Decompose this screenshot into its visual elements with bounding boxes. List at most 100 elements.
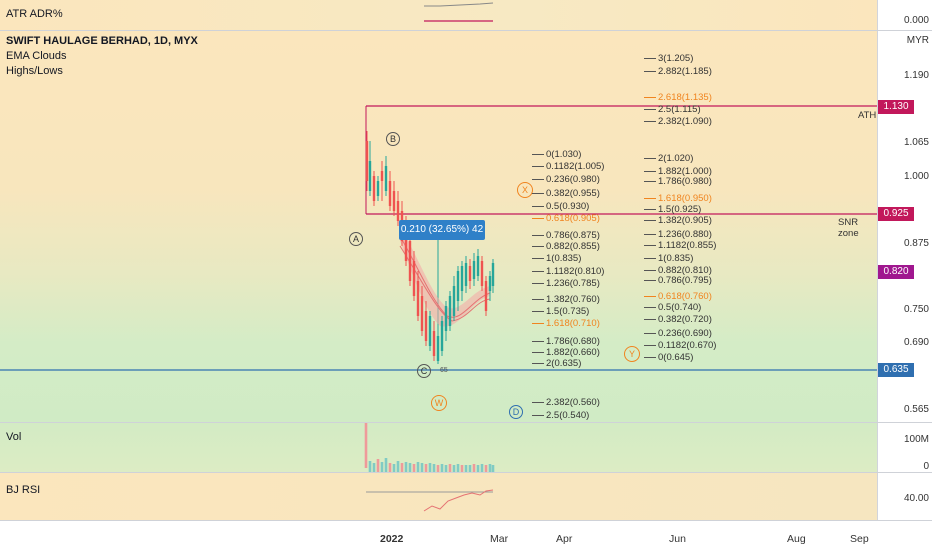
volume-pane[interactable]: Vol: [0, 423, 877, 472]
candle-body: [460, 266, 464, 291]
volume-bar: [404, 462, 408, 472]
snr-price-tag: 0.925: [878, 207, 914, 221]
wave-label-b[interactable]: B: [386, 132, 400, 146]
price-tick: 0.690: [903, 337, 929, 348]
wave-label-a[interactable]: A: [349, 232, 363, 246]
time-label: Sep: [850, 533, 869, 545]
atr-value: 0.000: [903, 15, 929, 26]
fib-level-label: 1.1182(0.855): [644, 240, 716, 251]
fib-level-label: 0.786(0.875): [532, 230, 600, 241]
rsi-label[interactable]: BJ RSI: [6, 484, 41, 496]
fib-level-label: 0.1182(1.005): [532, 161, 604, 172]
volume-bar: [424, 464, 428, 472]
candle-body: [424, 311, 428, 341]
candle-body: [420, 296, 424, 331]
candle-body: [488, 276, 492, 291]
price-plot[interactable]: [0, 31, 877, 422]
candle-body: [448, 296, 452, 326]
price-tick: 0.565: [903, 404, 929, 415]
symbol-title[interactable]: SWIFT HAULAGE BERHAD, 1D, MYX: [6, 35, 198, 47]
fib-level-label: 0.382(0.720): [644, 314, 712, 325]
fib-level-label: 0.786(0.795): [644, 275, 712, 286]
volume-bar: [456, 464, 460, 472]
candle-body: [444, 306, 448, 331]
ath-price-tag: 1.130: [878, 100, 914, 114]
volume-bar: [464, 465, 468, 472]
volume-axis: 100M 0: [877, 423, 932, 472]
volume-bar: [416, 462, 420, 472]
volume-bar: [488, 464, 492, 472]
fib-level-label: 0(0.645): [644, 352, 693, 363]
candle-body: [468, 266, 472, 281]
volume-bar: [436, 465, 440, 472]
fib-level-label: 1.882(1.000): [644, 166, 712, 177]
fib-level-label: 1.5(0.735): [532, 306, 589, 317]
candle-body: [404, 226, 408, 261]
pane-separator[interactable]: [0, 422, 932, 423]
last-price-tag: 0.820: [878, 265, 914, 279]
fib-level-label: 0.882(0.855): [532, 241, 600, 252]
time-label: Jun: [669, 533, 686, 545]
volume-label[interactable]: Vol: [6, 431, 22, 443]
fib-level-label: 1.786(0.980): [644, 176, 712, 187]
time-label: Aug: [787, 533, 806, 545]
measure-tooltip[interactable]: 0.210 (32.65%) 42: [399, 220, 485, 240]
candle-body: [392, 191, 396, 211]
time-axis[interactable]: [0, 521, 932, 550]
wave-label-c[interactable]: C: [417, 364, 431, 378]
fib-level-label: 2.882(1.185): [644, 66, 712, 77]
volume-bar: [388, 463, 392, 472]
fib-level-label: 1(0.835): [644, 253, 693, 264]
fib-level-label: 0(1.030): [532, 149, 581, 160]
candle-body: [396, 201, 400, 221]
volume-bar: [392, 464, 396, 472]
wave-label-d[interactable]: D: [509, 405, 523, 419]
volume-bar: [400, 463, 404, 472]
fib-level-label: 0.5(0.930): [532, 201, 589, 212]
volume-bar: [376, 459, 380, 472]
fib-level-label: 2.5(1.115): [644, 104, 701, 115]
fib-level-label: 0.236(0.690): [644, 328, 712, 339]
fib-level-label: 0.236(0.980): [532, 174, 600, 185]
volume-bar: [432, 464, 436, 472]
wave-label-x[interactable]: X: [517, 182, 533, 198]
volume-bar: [452, 465, 456, 472]
fib-level-label: 1.382(0.760): [532, 294, 600, 305]
volume-bar: [372, 463, 376, 472]
ema-clouds-label[interactable]: EMA Clouds: [6, 50, 67, 62]
highs-lows-label[interactable]: Highs/Lows: [6, 65, 63, 77]
fib-level-label: 1.382(0.905): [644, 215, 712, 226]
volume-bar: [368, 461, 372, 472]
volume-bar: [491, 465, 495, 472]
pane-separator[interactable]: [0, 472, 932, 473]
volume-tick: 0: [923, 461, 929, 472]
price-tick: 1.190: [903, 70, 929, 81]
fib-level-label: 2.382(1.090): [644, 116, 712, 127]
atr-pane[interactable]: ATR ADR%: [0, 0, 877, 30]
candle-body: [372, 176, 376, 201]
candle-body: [484, 281, 488, 311]
volume-bar: [412, 464, 416, 472]
main-chart-pane[interactable]: SWIFT HAULAGE BERHAD, 1D, MYX EMA Clouds…: [0, 31, 877, 422]
atr-label[interactable]: ATR ADR%: [6, 8, 63, 20]
volume-bar: [408, 463, 412, 472]
volume-bar: [384, 458, 388, 472]
pane-separator[interactable]: [0, 30, 932, 31]
volume-bar: [364, 423, 368, 468]
candle-body: [416, 281, 420, 316]
candle-body: [408, 241, 412, 281]
candle-body: [376, 181, 380, 196]
volume-bar: [460, 465, 464, 472]
fib-level-label: 2(0.635): [532, 358, 581, 369]
fib-level-label: 0.382(0.955): [532, 188, 600, 199]
wave-label-w[interactable]: W: [431, 395, 447, 411]
time-label: Mar: [490, 533, 509, 545]
rsi-value: 40.00: [903, 493, 929, 504]
price-axis[interactable]: MYR 1.190 1.065 1.000 0.875 0.750 0.690 …: [877, 31, 932, 422]
pane-separator: [0, 520, 932, 521]
wave-label-y[interactable]: Y: [624, 346, 640, 362]
rsi-plot: [366, 489, 494, 512]
atr-plot: [424, 2, 494, 22]
rsi-pane[interactable]: BJ RSI: [0, 473, 877, 520]
low-value-label: 65: [440, 367, 448, 374]
